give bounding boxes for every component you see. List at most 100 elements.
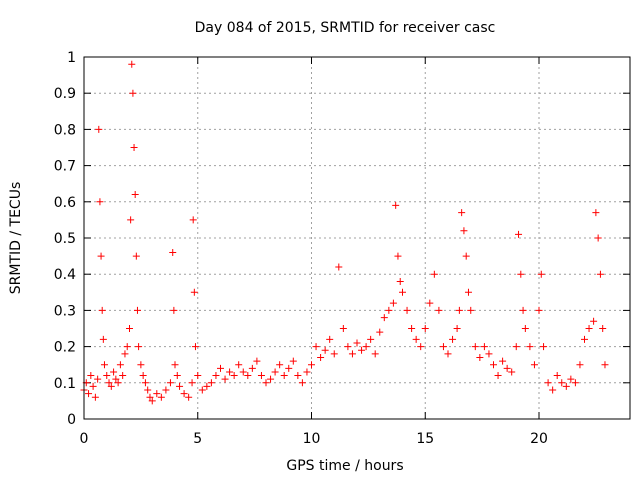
data-point <box>169 248 177 256</box>
data-point <box>367 335 375 343</box>
data-point <box>176 382 184 390</box>
y-tick-label: 0.4 <box>54 267 76 283</box>
data-point <box>248 364 256 372</box>
data-point <box>444 350 452 358</box>
data-point <box>344 343 352 351</box>
plot-frame <box>83 56 631 420</box>
data-point <box>110 368 118 376</box>
data-point <box>526 343 534 351</box>
data-point <box>596 270 604 278</box>
data-point <box>439 343 447 351</box>
data-point <box>353 339 361 347</box>
y-tick-label: 0.1 <box>54 376 76 392</box>
data-point <box>330 350 338 358</box>
data-point <box>537 270 545 278</box>
data-point <box>289 357 297 365</box>
y-tick-label: 0 <box>67 412 76 428</box>
data-point <box>89 382 97 390</box>
data-point <box>339 325 347 332</box>
data-point <box>590 317 598 325</box>
data-point <box>312 343 320 351</box>
y-tick-labels: 0 0.1 0.2 0.3 0.4 0.5 0.6 0.7 0.8 0.9 1 <box>54 50 76 428</box>
data-point <box>253 357 261 365</box>
data-point <box>503 364 511 372</box>
data-point <box>515 230 523 238</box>
data-point <box>267 375 275 383</box>
data-point <box>430 270 438 278</box>
data-point <box>530 361 538 369</box>
data-point <box>321 346 329 354</box>
data-point <box>235 361 243 369</box>
data-point <box>371 350 379 358</box>
data-point <box>166 379 174 387</box>
data-point <box>103 372 111 380</box>
data-point <box>99 335 107 343</box>
data-point <box>121 350 129 358</box>
data-point <box>191 343 199 351</box>
data-point <box>226 368 234 376</box>
data-point <box>403 306 411 314</box>
data-point <box>476 353 484 361</box>
data-point <box>203 382 211 390</box>
data-point <box>512 343 520 351</box>
data-point <box>494 372 502 380</box>
data-point <box>294 372 302 380</box>
data-point <box>144 386 152 394</box>
data-point <box>394 252 402 260</box>
data-point <box>239 368 247 376</box>
data-point <box>303 368 311 376</box>
data-point <box>280 372 288 380</box>
data-point <box>180 390 188 398</box>
data-point <box>146 393 154 401</box>
data-point <box>107 382 115 390</box>
data-point <box>148 397 156 405</box>
data-point <box>262 379 270 387</box>
data-point <box>157 393 165 401</box>
y-tick-label: 0.9 <box>54 86 76 102</box>
data-point <box>508 368 516 376</box>
y-tick-label: 0.2 <box>54 340 76 356</box>
data-point <box>544 379 552 387</box>
data-point <box>571 379 579 387</box>
data-point <box>127 216 135 224</box>
data-point <box>95 125 103 133</box>
data-point <box>123 343 131 351</box>
data-point <box>87 372 95 380</box>
data-point <box>576 361 584 369</box>
data-point <box>171 361 179 369</box>
x-axis-label: GPS time / hours <box>286 458 403 474</box>
data-point <box>453 325 461 332</box>
data-point <box>137 361 145 369</box>
data-point <box>230 372 238 380</box>
data-point <box>412 335 420 343</box>
data-point <box>480 343 488 351</box>
data-point <box>105 379 113 387</box>
data-point <box>98 306 106 314</box>
y-tick-label: 0.6 <box>54 195 76 211</box>
data-point <box>594 234 602 242</box>
data-point <box>128 60 136 68</box>
data-point <box>449 335 457 343</box>
y-tick-label: 0.3 <box>54 303 76 319</box>
data-point <box>189 216 197 224</box>
data-point <box>185 393 193 401</box>
data-point <box>114 379 122 387</box>
data-point <box>119 372 127 380</box>
data-point <box>194 372 202 380</box>
x-tick-label: 15 <box>416 431 434 447</box>
data-point <box>485 350 493 358</box>
data-point <box>298 379 306 387</box>
y-axis-label: SRMTID / TECUs <box>8 182 24 295</box>
data-point <box>271 368 279 376</box>
data-point <box>362 343 370 351</box>
data-point <box>96 198 104 206</box>
data-point <box>549 386 557 394</box>
x-tick-label: 0 <box>80 431 89 447</box>
data-point <box>558 379 566 387</box>
data-point <box>217 364 224 372</box>
data-point <box>326 335 334 343</box>
y-tick-label: 1 <box>67 50 76 66</box>
data-point <box>358 346 366 354</box>
data-point <box>599 325 607 332</box>
